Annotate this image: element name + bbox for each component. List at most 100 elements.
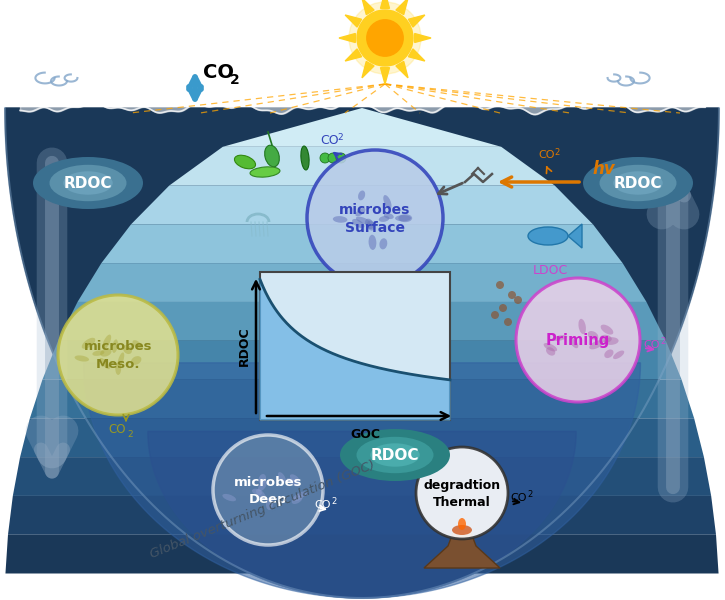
Ellipse shape	[604, 337, 618, 345]
Polygon shape	[148, 431, 576, 598]
Ellipse shape	[92, 350, 104, 356]
Ellipse shape	[297, 491, 308, 497]
Circle shape	[516, 278, 640, 402]
Ellipse shape	[600, 335, 612, 343]
Text: RDOC: RDOC	[614, 175, 662, 191]
Ellipse shape	[458, 518, 466, 530]
Circle shape	[416, 447, 508, 539]
Polygon shape	[102, 224, 623, 263]
Polygon shape	[260, 280, 450, 420]
Text: Priming: Priming	[546, 332, 610, 347]
Ellipse shape	[600, 165, 676, 201]
Ellipse shape	[384, 195, 392, 209]
Ellipse shape	[379, 216, 389, 222]
Ellipse shape	[379, 238, 387, 250]
Text: 2: 2	[127, 430, 133, 439]
Ellipse shape	[352, 219, 365, 228]
Ellipse shape	[250, 167, 280, 177]
Ellipse shape	[75, 355, 89, 362]
Polygon shape	[362, 0, 374, 14]
Text: 2: 2	[660, 337, 666, 346]
Text: CO: CO	[510, 493, 526, 503]
Polygon shape	[43, 341, 682, 380]
Ellipse shape	[290, 474, 299, 483]
Ellipse shape	[286, 478, 299, 487]
Polygon shape	[415, 34, 431, 43]
Polygon shape	[408, 49, 425, 61]
Ellipse shape	[384, 213, 394, 219]
Ellipse shape	[613, 171, 663, 194]
Circle shape	[514, 296, 522, 304]
Ellipse shape	[117, 352, 124, 367]
Polygon shape	[381, 0, 389, 8]
Polygon shape	[169, 147, 555, 185]
Circle shape	[213, 435, 323, 545]
Polygon shape	[396, 61, 408, 78]
Text: LDOC: LDOC	[532, 263, 568, 277]
Ellipse shape	[544, 343, 557, 352]
Polygon shape	[13, 457, 711, 496]
Ellipse shape	[546, 347, 555, 356]
Ellipse shape	[368, 235, 376, 250]
Ellipse shape	[583, 157, 693, 209]
Ellipse shape	[579, 319, 586, 334]
Polygon shape	[30, 380, 694, 418]
Polygon shape	[408, 15, 425, 27]
Circle shape	[504, 318, 512, 326]
Ellipse shape	[589, 340, 603, 349]
Polygon shape	[223, 108, 501, 147]
Polygon shape	[568, 224, 582, 248]
Ellipse shape	[367, 220, 375, 230]
Ellipse shape	[256, 489, 266, 500]
Circle shape	[357, 10, 413, 66]
Ellipse shape	[258, 481, 267, 491]
Circle shape	[508, 291, 516, 299]
Ellipse shape	[49, 165, 126, 201]
Ellipse shape	[528, 227, 568, 245]
Text: 2: 2	[554, 148, 559, 157]
Text: Deep: Deep	[249, 493, 287, 506]
Polygon shape	[78, 263, 647, 302]
Ellipse shape	[100, 358, 109, 369]
Polygon shape	[83, 363, 640, 598]
Circle shape	[336, 153, 346, 163]
Ellipse shape	[82, 338, 95, 349]
Ellipse shape	[340, 429, 450, 481]
Ellipse shape	[357, 437, 434, 473]
Polygon shape	[8, 496, 716, 535]
Circle shape	[349, 2, 421, 74]
Polygon shape	[396, 0, 408, 14]
Ellipse shape	[252, 488, 262, 495]
Ellipse shape	[293, 494, 303, 501]
Text: CO: CO	[314, 500, 331, 510]
Ellipse shape	[365, 218, 373, 229]
Ellipse shape	[259, 474, 266, 484]
Circle shape	[58, 295, 178, 415]
Ellipse shape	[370, 443, 420, 467]
Polygon shape	[131, 185, 593, 224]
Circle shape	[328, 153, 338, 163]
Polygon shape	[20, 418, 704, 457]
Text: Meso.: Meso.	[96, 358, 140, 370]
Ellipse shape	[358, 190, 365, 200]
Polygon shape	[345, 15, 362, 27]
Text: GOC: GOC	[350, 427, 380, 440]
Circle shape	[307, 150, 443, 286]
Ellipse shape	[291, 496, 302, 504]
Text: microbes: microbes	[339, 203, 410, 217]
Bar	[260, 272, 450, 420]
Polygon shape	[5, 108, 719, 598]
Text: degradtion: degradtion	[423, 479, 500, 491]
Polygon shape	[362, 61, 374, 78]
Ellipse shape	[33, 157, 143, 209]
Text: microbes: microbes	[233, 475, 302, 488]
Ellipse shape	[123, 345, 132, 354]
Text: Surface: Surface	[345, 221, 405, 235]
Ellipse shape	[613, 350, 624, 359]
Text: 2: 2	[230, 73, 240, 87]
Ellipse shape	[604, 349, 613, 358]
Text: RDOC: RDOC	[64, 175, 112, 191]
Ellipse shape	[265, 145, 279, 167]
Ellipse shape	[131, 356, 141, 365]
Ellipse shape	[452, 525, 472, 535]
